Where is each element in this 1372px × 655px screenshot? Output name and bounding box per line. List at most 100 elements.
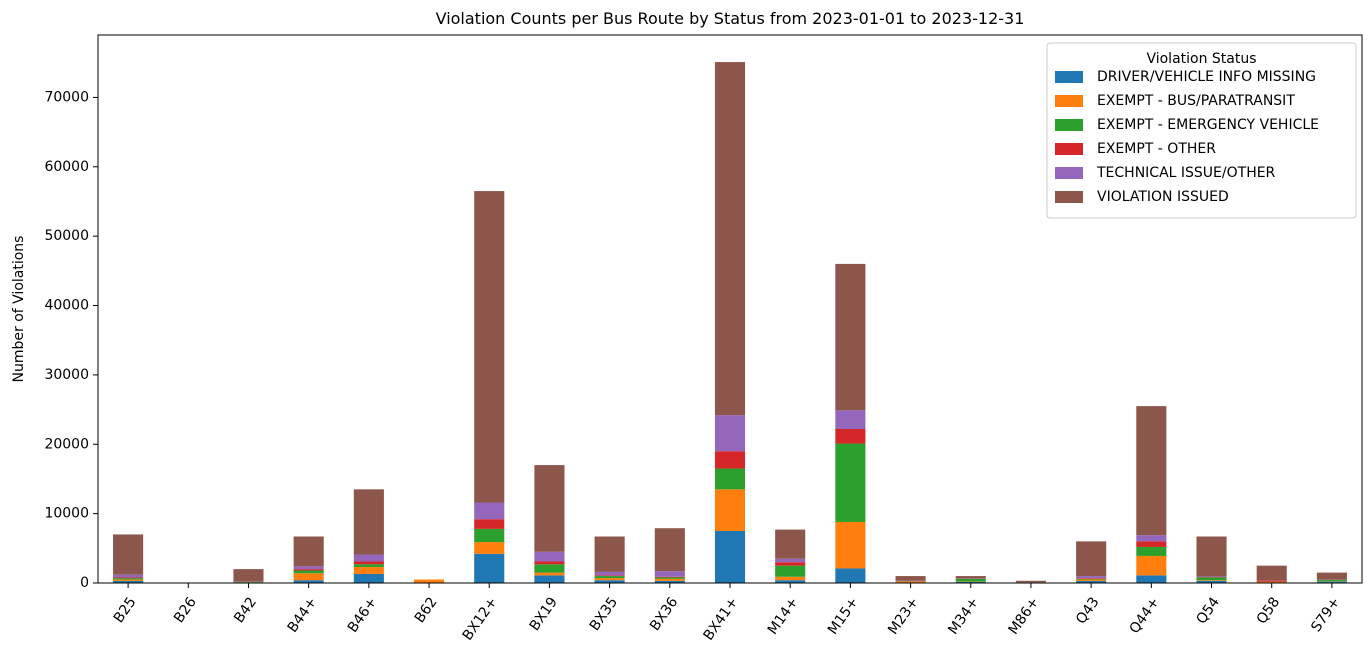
legend-label: TECHNICAL ISSUE/OTHER [1096, 165, 1276, 181]
x-tick-label: M14+ [765, 594, 802, 637]
bar-segment-m15-series-5 [835, 263, 866, 411]
x-tick-label: S79+ [1308, 594, 1343, 635]
bar-segment-q43-series-1 [1076, 579, 1107, 581]
x-tick-label: BX35 [587, 594, 621, 633]
bar-segment-b44-series-1 [293, 573, 324, 581]
x-tick-label: BX36 [647, 594, 681, 634]
y-tick-label: 20000 [44, 436, 89, 452]
legend-label: EXEMPT - EMERGENCY VEHICLE [1097, 117, 1319, 133]
x-tick-label: M15+ [825, 594, 862, 637]
bar-segment-m14-series-1 [775, 576, 806, 581]
x-tick-label: B46+ [345, 594, 381, 635]
bar-segment-m14-series-5 [775, 529, 806, 559]
y-axis-title: Number of Violations [11, 236, 27, 383]
bar-segment-bx12-series-5 [474, 191, 505, 503]
bar-segment-b42-series-5 [233, 569, 264, 582]
bar-segment-b44-series-2 [293, 570, 324, 574]
bar-segment-b46-series-5 [353, 489, 384, 555]
x-tick-label: B62 [412, 594, 441, 626]
bar-segment-q43-series-3 [1076, 578, 1107, 579]
bar-segment-bx36-series-4 [654, 571, 685, 577]
bar-segment-bx36-series-5 [654, 528, 685, 572]
plot-frame [97, 34, 1363, 584]
bar-segment-bx35-series-3 [594, 575, 625, 577]
legend-box [1046, 42, 1357, 219]
x-tick-label: Q58 [1254, 594, 1284, 627]
bar-segment-bx35-series-4 [594, 571, 625, 576]
bar-segment-m15-series-2 [835, 443, 866, 522]
bar-segment-bx36-series-0 [654, 580, 685, 583]
bar-segment-bx35-series-2 [594, 576, 625, 579]
bar-segment-bx36-series-2 [654, 577, 685, 579]
legend-label: VIOLATION ISSUED [1097, 189, 1229, 205]
bar-segment-m14-series-3 [775, 562, 806, 566]
bar-segment-m34-series-5 [955, 576, 986, 579]
bar-segment-b44-series-3 [293, 569, 324, 571]
x-tick-label: Q44+ [1127, 594, 1163, 636]
x-tick-label: B42 [231, 594, 260, 626]
bar-segment-bx41-series-3 [714, 451, 746, 469]
legend-label: DRIVER/VEHICLE INFO MISSING [1097, 69, 1316, 85]
x-tick-label: M34+ [945, 594, 982, 637]
bar-segment-q54-series-1 [1196, 580, 1227, 581]
bar-segment-q44-series-5 [1136, 406, 1167, 536]
bar-segment-bx41-series-1 [714, 489, 746, 531]
bar-segment-b46-series-1 [353, 567, 384, 574]
bar-segment-q54-series-2 [1196, 577, 1227, 581]
bar-segment-q58-series-5 [1256, 565, 1287, 581]
bar-segment-bx35-series-0 [594, 580, 625, 583]
x-tick-label: Q43 [1073, 594, 1103, 627]
x-tick-label: BX19 [527, 594, 561, 633]
x-tick-label: B44+ [285, 594, 321, 635]
bar-segment-bx41-series-5 [714, 62, 746, 416]
bar-segment-q44-series-1 [1136, 555, 1167, 576]
bar-segment-m15-series-1 [835, 521, 866, 569]
bar-segment-bx19-series-2 [534, 564, 565, 573]
bar-segment-b46-series-2 [353, 564, 384, 568]
bar-segment-b44-series-5 [293, 536, 324, 567]
bar-segment-bx36-series-3 [654, 576, 685, 578]
y-tick-label: 60000 [44, 159, 89, 175]
y-tick-label: 40000 [44, 298, 89, 314]
legend-title: Violation Status [1146, 51, 1256, 67]
legend-label: EXEMPT - OTHER [1097, 141, 1216, 157]
bar-segment-q58-series-1 [1256, 581, 1287, 583]
x-tick-label: Q54 [1193, 594, 1223, 627]
bar-segment-q58-series-3 [1256, 580, 1287, 582]
bar-segment-bx41-series-0 [714, 530, 746, 583]
bar-segment-q43-series-0 [1076, 580, 1107, 583]
bar-segment-m86-series-5 [1015, 580, 1046, 583]
bar-segment-b25-series-2 [113, 578, 144, 580]
legend-swatch [1055, 167, 1083, 179]
bar-segment-m23-series-1 [895, 581, 926, 583]
bar-segment-bx19-series-1 [534, 572, 565, 576]
bar-segment-m15-series-3 [835, 429, 866, 444]
bar-segment-b25-series-4 [113, 574, 144, 578]
bar-segment-b44-series-0 [293, 580, 324, 583]
bar-segment-q43-series-4 [1076, 576, 1107, 579]
bar-segment-q54-series-0 [1196, 580, 1227, 583]
bar-segment-m15-series-0 [835, 568, 866, 583]
y-tick-label: 10000 [44, 506, 89, 522]
legend-label: EXEMPT - BUS/PARATRANSIT [1097, 93, 1295, 109]
bar-segment-q44-series-3 [1136, 541, 1167, 547]
bar-segment-b44-series-4 [293, 566, 324, 570]
bar-segment-m14-series-2 [775, 565, 806, 577]
bar-segment-b46-series-0 [353, 573, 384, 583]
bar-segment-b46-series-4 [353, 554, 384, 562]
bar-segment-bx41-series-2 [714, 468, 746, 490]
bar-segment-bx12-series-4 [474, 502, 505, 520]
x-tick-label: B25 [111, 594, 140, 626]
bar-segment-q43-series-2 [1076, 578, 1107, 580]
legend-swatch [1055, 71, 1083, 83]
bar-segment-bx19-series-5 [534, 465, 565, 552]
bar-segment-q43-series-5 [1076, 541, 1107, 577]
bar-segment-m23-series-5 [895, 576, 926, 581]
legend-swatch [1055, 95, 1083, 107]
bar-segment-b25-series-5 [113, 534, 144, 575]
legend-swatch [1055, 119, 1083, 131]
bar-segment-q44-series-4 [1136, 535, 1167, 542]
bar-segment-bx19-series-4 [534, 551, 565, 562]
